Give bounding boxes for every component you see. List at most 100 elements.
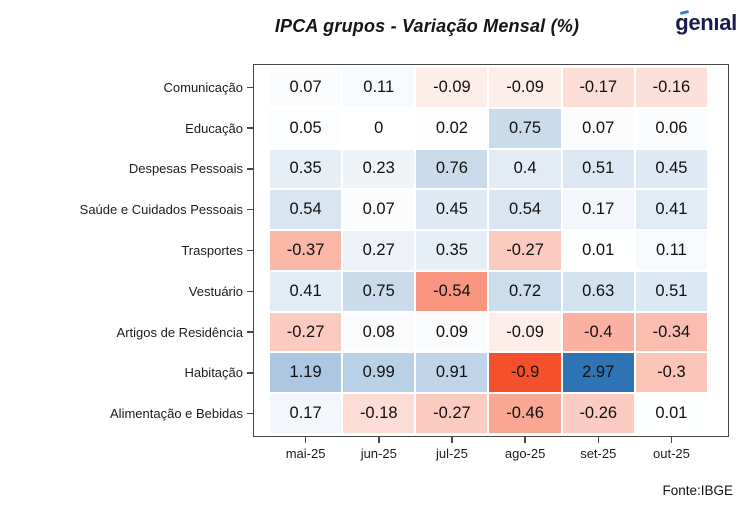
y-axis-row: Despesas Pessoais [0,149,253,190]
heatmap-cell: 0.75 [489,108,561,148]
x-axis-col: jun-25 [342,437,415,461]
heatmap-cell: -0.27 [416,394,488,433]
row-label: Despesas Pessoais [128,161,243,177]
col-label: jul-25 [436,446,468,461]
heatmap-cell: 0.4 [489,149,561,189]
y-axis-row: Artigos de Residência [0,312,253,353]
col-label: mai-25 [285,446,326,461]
heatmap-cell: 0.35 [416,231,488,270]
source-note: Fonte:IBGE [662,483,733,498]
heatmap-cell: -0.34 [635,312,707,352]
heatmap-cell: 0.07 [270,68,342,107]
heatmap-cell: 0.01 [635,394,707,433]
heatmap-cell: 1.19 [270,353,342,393]
heatmap-cell: -0.09 [489,68,561,107]
y-tick [247,412,253,415]
y-tick [247,372,253,374]
heatmap-cell: -0.46 [489,394,561,433]
heatmap-cell: 0.41 [270,271,342,311]
y-tick [247,331,253,333]
x-tick [451,437,453,443]
heatmap-cell: 0.05 [270,108,342,148]
heatmap-cell: 0.63 [562,271,634,311]
x-axis: mai-25 jun-25 jul-25 ago-25 set-25 out-25 [253,437,729,461]
y-tick [247,249,253,252]
y-axis-row: Comunicação [0,67,253,108]
col-label: set-25 [580,446,617,461]
heatmap-cell: -0.09 [416,68,488,107]
row-label: Saúde e Cuidados Pessoais [79,202,243,218]
x-axis-col: set-25 [562,437,635,461]
heatmap-cell: 0.07 [343,190,415,230]
x-tick [378,437,380,443]
heatmap-grid: 0.07 0.11 -0.09 -0.09 -0.17 -0.16 0.05 0 0.02 0.7… [270,68,707,433]
col-label: jun-25 [360,446,397,461]
heatmap-cell: -0.4 [562,312,634,352]
heatmap-cell: 0.54 [270,190,342,230]
heatmap-cell: -0.27 [489,231,561,270]
heatmap-cell: 0.99 [343,353,415,393]
heatmap-panel: 0.07 0.11 -0.09 -0.09 -0.17 -0.16 0.05 0 0.02 0.7… [253,64,729,437]
heatmap-cell: 0.35 [270,149,342,189]
y-axis-row: Trasportes [0,230,253,271]
heatmap-cell: -0.3 [635,353,707,393]
y-axis-row: Saúde e Cuidados Pessoais [0,189,253,230]
heatmap-cell: 0.75 [343,271,415,311]
y-axis-row: Vestuário [0,271,253,312]
col-label: ago-25 [504,446,546,461]
y-axis-row: Educação [0,108,253,149]
x-tick [304,437,307,443]
x-axis-col: ago-25 [489,437,562,461]
heatmap-cell: 0.76 [416,149,488,189]
heatmap-cell: 0.23 [343,149,415,189]
heatmap-cell: 0.09 [416,312,488,352]
y-tick [247,168,253,170]
heatmap-cell: 0.06 [635,108,707,148]
heatmap-cell: -0.37 [270,231,342,270]
row-label: Vestuário [188,283,243,299]
y-tick [247,208,253,211]
y-axis-row: Habitação [0,352,253,393]
heatmap-cell: -0.54 [416,271,488,311]
row-label: Alimentação e Bebidas [110,406,243,422]
heatmap-cell: -0.26 [562,394,634,433]
heatmap-cell: 0.27 [343,231,415,270]
heatmap-cell: 0.17 [562,190,634,230]
y-tick [247,127,253,129]
x-tick [597,437,600,443]
x-axis-col: out-25 [635,437,708,461]
logo-text: genıal [675,10,737,35]
heatmap-cell: -0.9 [489,353,561,393]
heatmap-cell: -0.27 [270,312,342,352]
row-label: Comunicação [163,79,244,95]
y-tick [247,86,253,89]
heatmap-cell: -0.18 [343,394,415,433]
genial-logo: genıal [675,9,737,36]
heatmap-cell: 0.17 [270,394,342,433]
row-label: Trasportes [181,243,243,259]
col-label: out-25 [653,446,690,461]
y-axis-row: Alimentação e Bebidas [0,393,253,434]
y-tick [247,290,253,293]
heatmap-cell: 0.45 [416,190,488,230]
heatmap-cell: 0.01 [562,231,634,270]
heatmap-cell: 0.45 [635,149,707,189]
x-axis-col: jul-25 [415,437,488,461]
heatmap-cell: 0.91 [416,353,488,393]
y-axis: Comunicação Educação Despesas Pessoais Saúd… [0,64,253,437]
heatmap-cell: -0.16 [635,68,707,107]
heatmap-cell: 0.11 [635,231,707,270]
heatmap-cell: 0.51 [635,271,707,311]
heatmap-cell: 0.72 [489,271,561,311]
row-label: Educação [185,120,243,136]
heatmap-cell: 0.08 [343,312,415,352]
heatmap-cell: 0.02 [416,108,488,148]
x-tick [670,437,673,443]
x-axis-col: mai-25 [269,437,342,461]
heatmap-cell: 2.97 [562,353,634,393]
heatmap-cell: -0.09 [489,312,561,352]
heatmap-cell: 0 [343,108,415,148]
heatmap-cell: 0.54 [489,190,561,230]
chart-title: IPCA grupos - Variação Mensal (%) [274,16,580,36]
heatmap-cell: 0.41 [635,190,707,230]
